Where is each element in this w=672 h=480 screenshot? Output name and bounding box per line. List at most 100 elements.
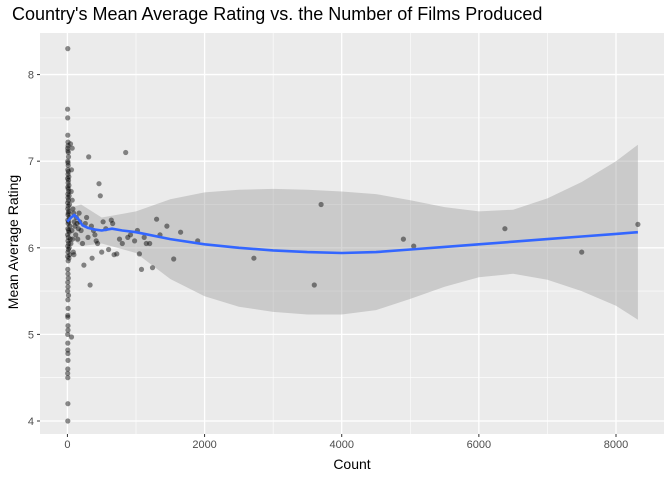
data-point [93, 238, 99, 244]
data-point [132, 238, 138, 244]
minor-grid [40, 33, 664, 434]
data-point [69, 227, 75, 234]
data-point [149, 265, 156, 271]
x-tick-label: 6000 [467, 439, 491, 451]
major-grid [40, 33, 664, 434]
data-point [400, 236, 406, 242]
data-point [96, 181, 102, 187]
y-axis-ticks: 4 5 6 7 8 [28, 70, 40, 428]
data-point [65, 288, 71, 294]
data-point [65, 212, 71, 218]
data-point [65, 171, 71, 177]
y-tick-label: 4 [28, 416, 34, 428]
data-point [65, 200, 71, 206]
data-point [65, 418, 71, 424]
data-point [65, 243, 71, 249]
data-point [65, 327, 71, 333]
chart-title: Country's Mean Average Rating vs. the Nu… [12, 4, 542, 24]
data-point [99, 249, 105, 255]
data-point [75, 236, 81, 242]
data-point [68, 240, 74, 247]
data-point [65, 297, 71, 303]
data-point [65, 195, 71, 201]
data-point [79, 240, 86, 247]
data-point [114, 251, 120, 257]
data-point [66, 208, 72, 214]
data-point [97, 193, 103, 199]
x-tick-label: 4000 [329, 439, 353, 451]
data-point [65, 149, 71, 156]
y-axis-label: Mean Average Rating [5, 175, 21, 309]
data-point [75, 226, 81, 232]
y-tick-label: 5 [28, 329, 34, 341]
data-point [65, 180, 71, 186]
x-tick-label: 2000 [192, 439, 216, 451]
data-point [65, 284, 71, 290]
data-point [85, 234, 91, 240]
data-point [73, 232, 79, 238]
data-point [65, 220, 71, 227]
data-point [65, 370, 71, 376]
data-point [72, 223, 78, 229]
data-point [65, 132, 71, 138]
data-point [65, 340, 71, 346]
data-point [65, 249, 71, 255]
data-point [65, 210, 71, 216]
data-point [68, 334, 75, 340]
smooth-trend-line [66, 213, 639, 255]
data-point [65, 206, 71, 212]
data-point [66, 193, 72, 199]
x-axis-ticks: 0 2000 4000 6000 8000 [64, 434, 628, 451]
data-point [69, 197, 75, 203]
data-point [66, 188, 72, 195]
data-point [65, 258, 71, 264]
data-point [164, 223, 170, 229]
data-point [68, 167, 75, 173]
confidence-band [67, 144, 638, 320]
data-point [65, 253, 71, 260]
data-point [65, 305, 71, 311]
data-point [178, 229, 184, 235]
data-point [136, 251, 142, 257]
data-point [66, 182, 72, 188]
data-point [65, 154, 72, 160]
data-point [92, 232, 98, 238]
data-point [65, 357, 71, 363]
data-point [65, 167, 71, 173]
data-point [116, 236, 123, 242]
data-point [67, 141, 74, 147]
y-tick-label: 7 [28, 156, 34, 168]
data-point [65, 169, 71, 175]
data-point [318, 201, 324, 208]
data-point [119, 240, 125, 247]
data-point [65, 266, 71, 272]
data-point [66, 240, 72, 247]
data-point [147, 240, 153, 247]
data-point [65, 323, 71, 329]
data-point [111, 252, 117, 258]
data-point [108, 217, 114, 223]
data-point [68, 188, 74, 195]
data-point [65, 314, 71, 320]
data-point [65, 347, 71, 353]
x-tick-label: 8000 [604, 439, 628, 451]
data-point [76, 210, 82, 216]
data-point [579, 249, 585, 255]
x-axis-label: Count [333, 456, 370, 472]
data-point [65, 234, 71, 240]
data-point [65, 184, 71, 190]
data-point [71, 252, 77, 258]
data-point [70, 249, 76, 255]
data-point [65, 227, 72, 234]
data-point [635, 221, 641, 227]
data-point [74, 220, 80, 227]
data-point [65, 186, 71, 192]
data-point [78, 227, 84, 234]
data-point [65, 271, 71, 277]
data-point [66, 201, 73, 208]
data-point [251, 255, 257, 261]
data-point [67, 252, 73, 258]
data-point [65, 148, 71, 154]
data-point [65, 177, 72, 183]
data-point [86, 154, 92, 160]
